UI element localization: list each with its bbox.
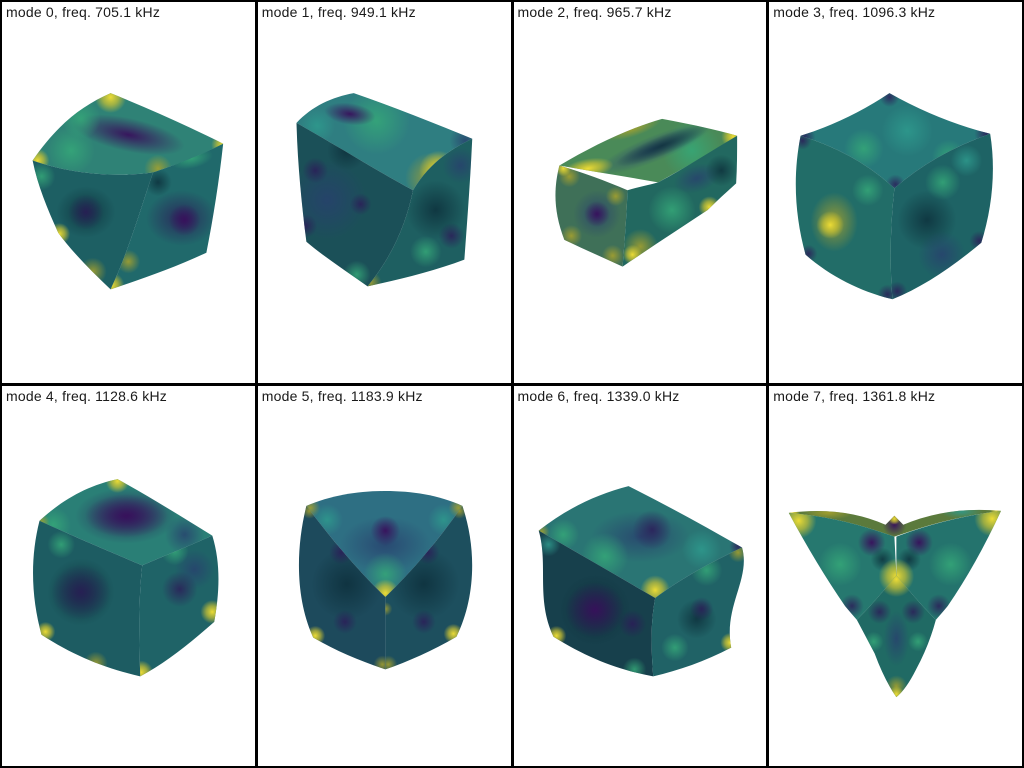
panel-mode-4: mode 4, freq. 1128.6 kHz <box>2 385 255 767</box>
panel-label: mode 3, freq. 1096.3 kHz <box>773 4 936 20</box>
mode-5-render-viewport[interactable] <box>258 386 511 767</box>
cube-mesh <box>296 93 472 287</box>
mode-3-render-viewport[interactable] <box>769 2 1022 383</box>
panel-mode-0: mode 0, freq. 705.1 kHz <box>2 2 255 383</box>
cube-mesh <box>538 485 744 676</box>
panel-label: mode 4, freq. 1128.6 kHz <box>6 387 167 404</box>
mode-2-render-viewport[interactable] <box>514 2 767 383</box>
panel-mode-2: mode 2, freq. 965.7 kHz <box>513 2 767 383</box>
mode-6-render-viewport[interactable] <box>514 386 767 767</box>
mode-0-render-viewport[interactable] <box>2 2 255 383</box>
panel-label: mode 0, freq. 705.1 kHz <box>6 4 161 20</box>
panel-mode-6: mode 6, freq. 1339.0 kHz <box>513 385 767 767</box>
cube-mesh <box>33 478 219 676</box>
panel-label: mode 7, freq. 1361.8 kHz <box>773 387 936 404</box>
mode-4-render-viewport[interactable] <box>2 386 255 767</box>
panel-label: mode 1, freq. 949.1 kHz <box>261 4 416 20</box>
cube-mesh <box>298 490 472 669</box>
panel-mode-1: mode 1, freq. 949.1 kHz <box>257 2 511 383</box>
cube-mesh <box>788 509 1002 697</box>
panel-mode-3: mode 3, freq. 1096.3 kHz <box>769 2 1022 383</box>
panel-mode-7: mode 7, freq. 1361.8 kHz <box>769 385 1022 767</box>
mode-7-render-viewport[interactable] <box>769 386 1022 767</box>
panel-label: mode 2, freq. 965.7 kHz <box>517 4 672 20</box>
panel-label: mode 5, freq. 1183.9 kHz <box>261 387 423 404</box>
panel-mode-5: mode 5, freq. 1183.9 kHz <box>257 385 511 767</box>
cube-mesh <box>554 118 737 267</box>
mode-1-render-viewport[interactable] <box>258 2 511 383</box>
panel-label: mode 6, freq. 1339.0 kHz <box>517 387 680 404</box>
cube-mesh <box>32 93 224 290</box>
cube-mesh <box>796 93 994 300</box>
